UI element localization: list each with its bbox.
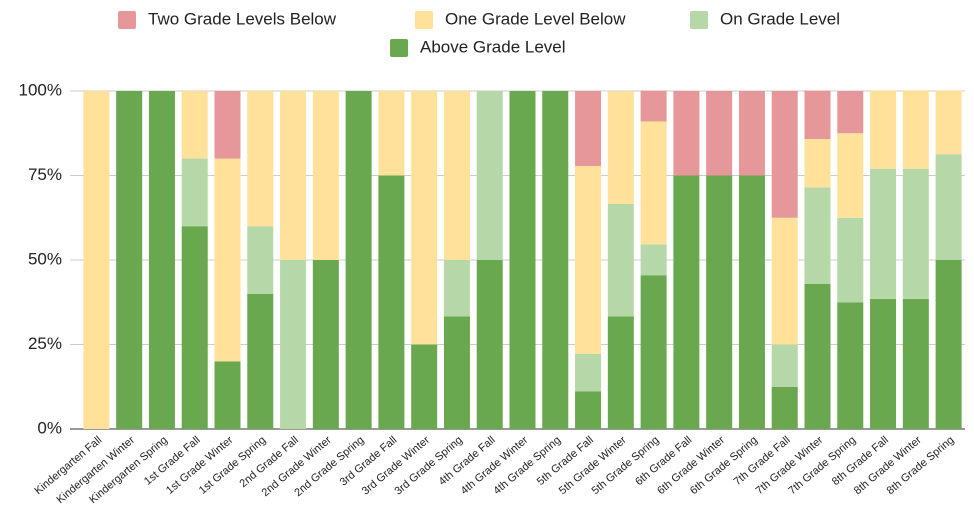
- bar-segment: [935, 260, 962, 429]
- bar-segment: [83, 91, 110, 429]
- legend-label: On Grade Level: [720, 9, 840, 28]
- bar-segment: [607, 203, 634, 317]
- legend-swatch: [415, 11, 433, 29]
- bar-segment: [378, 175, 405, 429]
- bar-segment: [181, 226, 208, 429]
- bar-segment: [312, 260, 339, 429]
- bar-segment: [247, 91, 274, 227]
- y-tick-label: 25%: [28, 334, 62, 353]
- bar-segment: [738, 91, 765, 176]
- bar-segment: [870, 298, 897, 429]
- bar-segment: [476, 260, 503, 429]
- bar-segment: [902, 298, 929, 429]
- bar-segment: [706, 175, 733, 429]
- bar-segment: [607, 316, 634, 429]
- bar-segment: [902, 168, 929, 299]
- bar-segment: [837, 302, 864, 429]
- legend-swatch: [390, 39, 408, 57]
- bar-segment: [771, 217, 798, 345]
- bar-segment: [640, 244, 667, 276]
- bar-segment: [509, 91, 536, 429]
- bar-segment: [575, 353, 602, 392]
- bar-segment: [673, 175, 700, 429]
- bar-segment: [345, 91, 372, 429]
- y-tick-label: 100%: [19, 80, 62, 99]
- bar-segment: [148, 91, 175, 429]
- legend-swatch: [118, 11, 136, 29]
- bar-segment: [411, 91, 438, 345]
- bar-segment: [837, 217, 864, 303]
- bar-segment: [935, 90, 962, 155]
- bar-segment: [935, 154, 962, 260]
- y-tick-label: 0%: [37, 418, 62, 437]
- bar-segment: [771, 386, 798, 429]
- bar-segment: [804, 90, 831, 139]
- bar-segment: [542, 91, 569, 429]
- bar-segment: [673, 91, 700, 176]
- bar-segment: [214, 91, 241, 159]
- bar-segment: [247, 226, 274, 294]
- bar-segment: [280, 91, 307, 260]
- bar-segment: [116, 91, 143, 429]
- bar-segment: [870, 168, 897, 299]
- bar-segment: [214, 158, 241, 362]
- bar-segment: [280, 260, 307, 429]
- bar-segment: [181, 91, 208, 159]
- bar-segment: [443, 260, 470, 317]
- bar-segment: [443, 316, 470, 429]
- bar-segment: [804, 138, 831, 188]
- bar-segment: [837, 91, 864, 134]
- bar-segment: [181, 158, 208, 227]
- bar-segment: [247, 293, 274, 429]
- bar-segment: [575, 166, 602, 354]
- legend-label: Two Grade Levels Below: [148, 9, 337, 28]
- bar-segment: [771, 91, 798, 218]
- y-tick-label: 50%: [28, 249, 62, 268]
- bar-segment: [837, 133, 864, 218]
- y-tick-label: 75%: [28, 165, 62, 184]
- bar-segment: [214, 361, 241, 429]
- bar-segment: [411, 344, 438, 429]
- bar-segment: [804, 283, 831, 429]
- bar-segment: [575, 91, 602, 167]
- bar-segment: [640, 90, 667, 122]
- bar-segment: [902, 90, 929, 169]
- legend-swatch: [690, 11, 708, 29]
- legend-label: One Grade Level Below: [445, 9, 626, 28]
- bar-segment: [706, 91, 733, 176]
- bar-segment: [804, 187, 831, 284]
- bar-segment: [607, 91, 634, 204]
- bar-segment: [771, 344, 798, 387]
- bar-segment: [476, 91, 503, 260]
- bar-segment: [378, 91, 405, 176]
- bar-segment: [443, 91, 470, 260]
- bar-segment: [640, 121, 667, 245]
- bar-segment: [738, 175, 765, 429]
- bar-segment: [575, 391, 602, 429]
- legend-label: Above Grade Level: [420, 37, 566, 56]
- bar-segment: [312, 91, 339, 260]
- bar-segment: [640, 275, 667, 429]
- bar-segment: [870, 90, 897, 169]
